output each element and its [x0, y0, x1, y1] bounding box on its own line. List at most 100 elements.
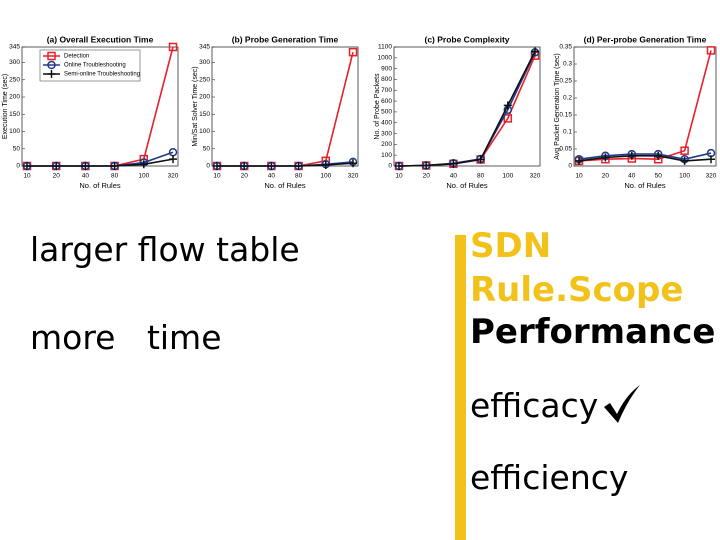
marker: [680, 156, 689, 165]
y-tick-label: 50: [203, 145, 211, 152]
legend-label: Online Troubleshooting: [64, 63, 126, 69]
x-tick-label: 100: [679, 173, 690, 180]
x-tick-label: 50: [655, 173, 663, 180]
marker: [168, 42, 178, 52]
check-icon: [604, 385, 640, 423]
marker: [707, 155, 715, 164]
x-tick-label: 20: [602, 173, 610, 180]
y-tick-label: 0: [568, 163, 572, 170]
marker: [654, 151, 663, 160]
y-tick-label: 0.15: [559, 112, 572, 119]
marker: [240, 162, 249, 170]
x-axis-label: No. of Rules: [79, 181, 121, 190]
x-axis-label: No. of Rules: [446, 181, 488, 190]
x-tick-label: 10: [575, 173, 583, 180]
x-tick-label: 100: [320, 173, 331, 180]
marker: [601, 153, 610, 162]
y-axis-label: Execution Time (sec): [2, 74, 9, 139]
left-text: larger flow table: [30, 230, 300, 269]
x-tick-label: 80: [295, 173, 303, 180]
y-tick-label: 0.2: [563, 95, 572, 102]
y-tick-label: 0.05: [559, 146, 572, 153]
y-tick-label: 0.1: [563, 129, 572, 136]
chart: 0 0.05 0.1 0.15 0.2 0.25 0.3 0.35 10 20 40 50 100 320…: [554, 34, 717, 190]
y-tick-label: 0.35: [559, 44, 572, 51]
heading: Performance: [470, 312, 716, 352]
chart-title: (b) Probe Generation Time: [232, 34, 339, 44]
y-tick-label: 300: [381, 130, 392, 137]
x-tick-label: 100: [502, 173, 513, 180]
marker: [395, 162, 403, 170]
y-tick-label: 100: [381, 152, 392, 159]
y-tick-label: 0.3: [563, 61, 572, 68]
marker: [47, 51, 56, 61]
y-tick-label: 200: [9, 94, 20, 101]
y-tick-label: 0: [206, 163, 210, 170]
check-mark: [604, 385, 640, 423]
marker: [267, 162, 276, 170]
y-tick-label: 500: [381, 109, 392, 116]
heading: Rule.Scope: [470, 270, 684, 310]
x-tick-label: 40: [450, 173, 458, 180]
marker: [52, 162, 61, 170]
x-tick-label: 320: [530, 173, 541, 180]
y-tick-label: 300: [199, 59, 210, 66]
marker: [476, 155, 485, 164]
y-tick-label: 150: [199, 111, 210, 118]
marker: [47, 60, 56, 70]
y-axis-label: Min/Sat Solver Time (sec): [192, 66, 199, 146]
x-tick-label: 10: [213, 173, 221, 180]
y-axis-label: Avg Packet Generation Time (sec): [554, 53, 561, 159]
chart-title: (c) Probe Complexity: [424, 34, 509, 44]
plot-frame: [573, 46, 717, 167]
x-tick-label: 320: [168, 173, 179, 180]
y-tick-label: 200: [199, 94, 210, 101]
x-tick-label: 320: [348, 173, 359, 180]
accent-bar: [455, 235, 466, 540]
y-tick-label: 0: [388, 163, 392, 170]
series-line: [27, 158, 174, 167]
y-tick-label: 400: [381, 119, 392, 126]
chart: 0 50 100 150 200 250 300 345 10 20 40 80 100 320 (b) P…: [192, 34, 359, 190]
chart-title: (d) Per-probe Generation Time: [584, 34, 707, 44]
chart-title: (a) Overall Execution Time: [47, 34, 154, 44]
heading: SDN: [470, 226, 552, 266]
y-tick-label: 250: [199, 76, 210, 83]
y-tick-label: 345: [9, 44, 20, 51]
x-tick-label: 80: [477, 173, 485, 180]
series-line: [398, 50, 536, 167]
y-tick-label: 345: [199, 44, 210, 51]
y-tick-label: 800: [381, 76, 392, 83]
marker: [706, 46, 716, 55]
legend-label: Detection: [64, 54, 89, 60]
x-tick-label: 40: [628, 173, 636, 180]
y-axis-label: No. of Probe Packets: [374, 73, 381, 140]
y-tick-label: 0: [16, 163, 20, 170]
y-tick-label: 100: [199, 128, 210, 135]
legend-label: Semi-online Troubleshooting: [64, 72, 140, 78]
x-tick-label: 40: [82, 173, 90, 180]
x-tick-label: 20: [53, 173, 61, 180]
y-tick-label: 300: [9, 59, 20, 66]
marker: [294, 162, 303, 170]
marker: [213, 162, 221, 170]
y-tick-label: 1000: [378, 55, 393, 62]
y-tick-label: 100: [9, 128, 20, 135]
marker: [575, 156, 583, 165]
plot-frame: [393, 46, 541, 167]
y-tick-label: 200: [381, 141, 392, 148]
marker: [47, 70, 56, 78]
x-tick-label: 20: [423, 173, 431, 180]
y-tick-label: 150: [9, 111, 20, 118]
chart: 0 100 200 300 400 500 600 700 800 900 1000 1100 10 20…: [374, 34, 541, 190]
marker: [321, 160, 330, 169]
plot-frame: [211, 46, 359, 167]
marker: [680, 146, 689, 155]
marker: [348, 47, 358, 57]
x-axis-label: No. of Rules: [264, 181, 306, 190]
left-text: more time: [30, 318, 222, 357]
y-tick-label: 600: [381, 98, 392, 105]
bullet: efficacy: [470, 386, 599, 425]
x-tick-label: 100: [138, 173, 149, 180]
